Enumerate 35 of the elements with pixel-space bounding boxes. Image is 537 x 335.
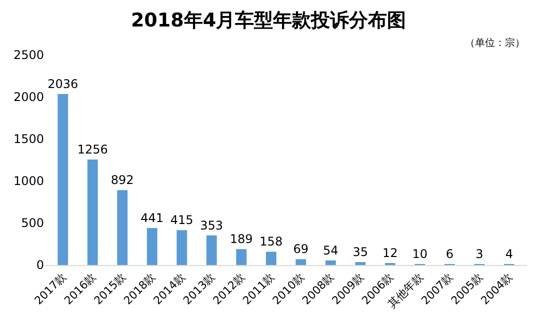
y-tick-label: 2000 [13, 90, 44, 104]
text: （单位：宗） [465, 37, 525, 49]
data-label: 441 [140, 210, 164, 225]
bar [325, 260, 336, 265]
data-label: 10 [412, 247, 428, 261]
data-label: 69 [293, 242, 309, 256]
y-tick-label: 1500 [13, 132, 44, 146]
data-label: 1256 [77, 142, 108, 156]
data-label: 3 [476, 247, 484, 261]
bar [355, 262, 366, 265]
data-label: 12 [382, 246, 398, 260]
data-label: 2036 [48, 76, 78, 91]
data-label: 353 [200, 218, 224, 232]
bar [206, 235, 217, 265]
bar [58, 94, 68, 265]
data-label: 415 [170, 213, 194, 228]
bar [236, 249, 247, 265]
y-tick-label: 0 [36, 258, 44, 272]
bar [296, 259, 306, 265]
data-label: 892 [110, 173, 134, 188]
data-label: 6 [446, 247, 454, 261]
data-label: 54 [322, 243, 338, 258]
bar [117, 190, 128, 265]
chart-title: 2018年4月车型年款投诉分布图 [130, 10, 406, 32]
data-label: 158 [260, 234, 283, 249]
bar [176, 230, 188, 265]
data-label: 4 [505, 247, 513, 261]
bar [87, 160, 98, 265]
data-label: 35 [352, 245, 368, 260]
bar [266, 252, 276, 265]
data-label: 189 [230, 232, 253, 246]
y-tick-label: 2500 [13, 48, 44, 62]
y-tick-label: 500 [21, 216, 44, 230]
y-tick-label: 1000 [13, 174, 44, 188]
bar [146, 228, 158, 265]
